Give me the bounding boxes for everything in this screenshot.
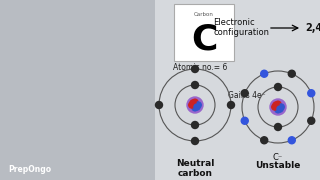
Text: C⁻: C⁻: [273, 153, 283, 162]
Circle shape: [228, 102, 235, 109]
Circle shape: [195, 102, 201, 108]
Text: Neutral
carbon: Neutral carbon: [176, 159, 214, 178]
Circle shape: [275, 101, 281, 107]
Polygon shape: [0, 0, 155, 180]
Circle shape: [241, 90, 248, 97]
Circle shape: [288, 137, 295, 144]
Circle shape: [277, 106, 283, 112]
Text: Gains 4e⁻: Gains 4e⁻: [228, 91, 266, 100]
Circle shape: [272, 104, 278, 110]
Circle shape: [308, 117, 315, 124]
Circle shape: [275, 123, 282, 130]
Polygon shape: [155, 0, 320, 180]
Circle shape: [241, 117, 248, 124]
Circle shape: [275, 107, 281, 113]
Circle shape: [156, 102, 163, 109]
Circle shape: [308, 90, 315, 97]
Text: Electronic
configuration: Electronic configuration: [213, 18, 269, 37]
Circle shape: [275, 84, 282, 91]
Circle shape: [191, 122, 198, 129]
Text: PrepOngo: PrepOngo: [8, 165, 51, 174]
FancyBboxPatch shape: [174, 4, 234, 61]
Circle shape: [278, 104, 284, 110]
Circle shape: [192, 99, 198, 105]
Circle shape: [191, 138, 198, 145]
Text: 2,4: 2,4: [305, 23, 320, 33]
Circle shape: [191, 82, 198, 89]
Circle shape: [194, 104, 200, 110]
Text: C: C: [191, 22, 217, 56]
Text: Unstable: Unstable: [255, 161, 301, 170]
Circle shape: [190, 100, 196, 106]
Circle shape: [270, 99, 286, 115]
Circle shape: [288, 70, 295, 77]
Circle shape: [187, 97, 203, 113]
Circle shape: [261, 137, 268, 144]
Text: Atomic no.= 6: Atomic no.= 6: [173, 64, 228, 73]
Circle shape: [192, 105, 198, 111]
Circle shape: [191, 66, 198, 73]
Circle shape: [261, 70, 268, 77]
Circle shape: [189, 102, 195, 108]
Circle shape: [273, 102, 279, 108]
Text: Carbon: Carbon: [194, 12, 214, 17]
